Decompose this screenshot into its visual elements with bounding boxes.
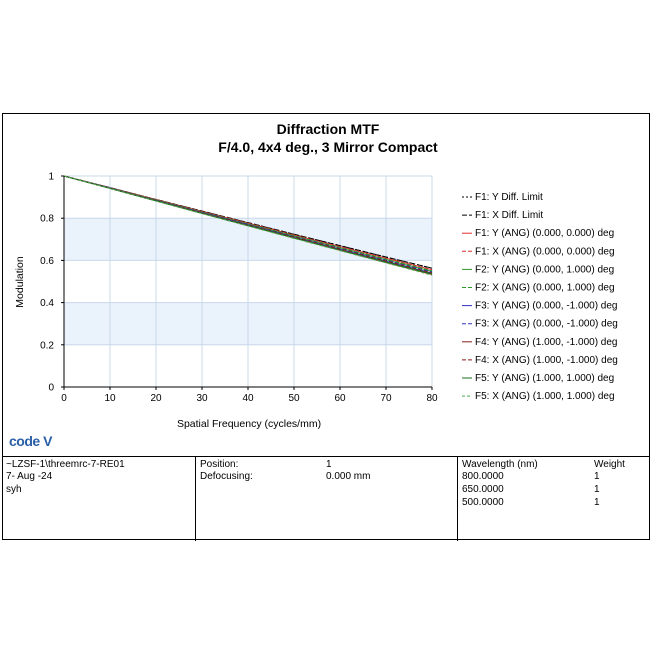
legend-label: F3: Y (ANG) (0.000, -1.000) deg xyxy=(475,301,617,312)
y-tick-label: 0.2 xyxy=(40,340,54,351)
legend-label: F2: X (ANG) (0.000, 1.000) deg xyxy=(475,283,615,294)
x-tick-label: 40 xyxy=(242,393,254,404)
x-axis-label: Spatial Frequency (cycles/mm) xyxy=(177,418,321,430)
position-label: Position: xyxy=(200,459,239,470)
defocusing-label: Defocusing: xyxy=(200,471,253,482)
info-position-column: Position: 1 Defocusing: 0.000 mm xyxy=(196,457,458,541)
legend-label: F5: X (ANG) (1.000, 1.000) deg xyxy=(475,391,615,402)
x-tick-label: 30 xyxy=(196,393,208,404)
mtf-chart: Diffraction MTF F/4.0, 4x4 deg., 3 Mirro… xyxy=(14,121,618,430)
info-wavelength-column: Wavelength (nm) Weight 800.0000 1 650.00… xyxy=(458,457,649,541)
wavelength-value: 800.0000 xyxy=(462,471,504,482)
weight-value: 1 xyxy=(594,484,600,495)
y-tick-label: 0 xyxy=(48,383,54,394)
legend-label: F5: Y (ANG) (1.000, 1.000) deg xyxy=(475,373,614,384)
wavelength-value: 500.0000 xyxy=(462,497,504,508)
legend: F1: Y Diff. Limit F1: X Diff. Limit F1: Y … xyxy=(462,192,618,402)
x-tick-label: 20 xyxy=(150,393,162,404)
weight-header: Weight xyxy=(594,459,625,470)
x-tick-label: 60 xyxy=(334,393,346,404)
position-value: 1 xyxy=(326,459,332,470)
x-tick-label: 70 xyxy=(380,393,392,404)
codev-logo: code V xyxy=(9,433,52,449)
chart-subtitle: F/4.0, 4x4 deg., 3 Mirror Compact xyxy=(218,139,438,155)
date: 7- Aug -24 xyxy=(6,471,53,482)
weight-value: 1 xyxy=(594,497,600,508)
x-tick-label: 0 xyxy=(61,393,67,404)
y-tick-label: 0.6 xyxy=(40,256,54,267)
legend-label: F3: X (ANG) (0.000, -1.000) deg xyxy=(475,319,618,330)
y-tick-label: 0.8 xyxy=(40,214,54,225)
series-line xyxy=(63,175,433,276)
defocusing-value: 0.000 mm xyxy=(326,471,371,482)
x-tick-label: 10 xyxy=(104,393,116,404)
x-tick-label: 80 xyxy=(426,393,438,404)
y-tick-labels: 0 0.2 0.4 0.6 0.8 1 xyxy=(40,172,54,394)
x-tick-labels: 0 10 20 30 40 50 60 70 80 xyxy=(61,393,438,404)
weight-value: 1 xyxy=(594,471,600,482)
y-tick-label: 0.4 xyxy=(40,298,54,309)
file-path: ~LZSF-1\threemrc-7-RE01 xyxy=(6,459,125,470)
legend-label: F1: X (ANG) (0.000, 0.000) deg xyxy=(475,246,615,257)
axes xyxy=(61,175,433,390)
user: syh xyxy=(6,484,22,495)
legend-label: F4: X (ANG) (1.000, -1.000) deg xyxy=(475,355,618,366)
x-tick-label: 50 xyxy=(288,393,300,404)
legend-label: F2: Y (ANG) (0.000, 1.000) deg xyxy=(475,264,614,275)
chart-title: Diffraction MTF xyxy=(277,121,380,137)
wavelength-value: 650.0000 xyxy=(462,484,504,495)
plot-frame: Diffraction MTF F/4.0, 4x4 deg., 3 Mirro… xyxy=(2,113,650,541)
info-table: ~LZSF-1\threemrc-7-RE01 7- Aug -24 syh P… xyxy=(3,456,649,541)
legend-label: F4: Y (ANG) (1.000, -1.000) deg xyxy=(475,337,617,348)
legend-label: F1: X Diff. Limit xyxy=(475,210,543,221)
y-axis-label: Modulation xyxy=(14,256,26,308)
y-tick-label: 1 xyxy=(48,172,54,183)
series-lines xyxy=(63,175,433,276)
wavelength-header: Wavelength (nm) xyxy=(462,459,538,470)
info-file-column: ~LZSF-1\threemrc-7-RE01 7- Aug -24 syh xyxy=(3,457,196,541)
legend-label: F1: Y (ANG) (0.000, 0.000) deg xyxy=(475,228,614,239)
legend-label: F1: Y Diff. Limit xyxy=(475,192,543,203)
